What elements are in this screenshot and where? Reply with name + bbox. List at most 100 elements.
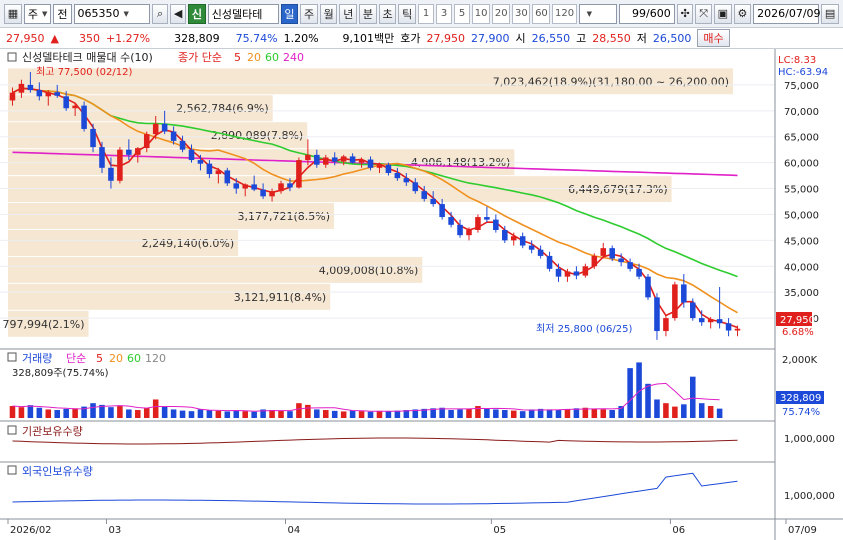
lc-value: LC:8.33 — [778, 55, 816, 66]
date-tick-label: 05 — [493, 525, 506, 536]
calendar-icon[interactable]: ▤ — [821, 3, 840, 24]
gear-icon[interactable]: ⚙ — [733, 3, 752, 24]
minute-option[interactable]: 120 — [552, 3, 577, 24]
minute-option[interactable]: 3 — [436, 3, 453, 24]
candle-body — [135, 148, 141, 155]
vol-ma60-label: 60 — [127, 352, 141, 365]
period-monthly-button[interactable]: 월 — [319, 3, 338, 24]
date-tick-label: 06 — [672, 525, 685, 536]
volume-bar — [99, 404, 105, 418]
period-second-button[interactable]: 초 — [378, 3, 397, 24]
volume-bar — [287, 411, 293, 418]
candle-body — [510, 236, 517, 241]
price-tick-label: 50,000 — [784, 210, 819, 221]
buy-button[interactable]: 매수 — [697, 29, 730, 47]
vol-ma120-label: 120 — [145, 352, 166, 365]
volume-bar — [663, 403, 669, 418]
count-max: /600 — [645, 7, 671, 20]
period-daily-button[interactable]: 일 — [280, 3, 299, 24]
turnover-rate: 1.20% — [283, 31, 319, 45]
period-tick-button[interactable]: 틱 — [398, 3, 417, 24]
price-tick-label: 75,000 — [784, 81, 819, 92]
candle-body — [278, 183, 284, 192]
minute-option[interactable]: 10 — [472, 3, 491, 24]
minute-option[interactable]: 30 — [512, 3, 531, 24]
candle-body — [305, 154, 311, 161]
minute-option[interactable]: 60 — [532, 3, 551, 24]
candle-body — [689, 302, 696, 319]
price-change-pct: +1.27% — [105, 31, 151, 45]
period-minute-button[interactable]: 분 — [359, 3, 377, 24]
candle-body — [367, 159, 374, 168]
price-tick-label: 40,000 — [784, 262, 819, 273]
ma5-line — [12, 87, 738, 329]
minute-option[interactable]: 20 — [492, 3, 511, 24]
volume-bar — [430, 408, 436, 418]
date-tick-label: 03 — [108, 525, 121, 536]
volume-bar — [54, 410, 61, 418]
search-icon[interactable]: ⌕ — [152, 3, 169, 24]
volume-profile: 797,994(2.1%) 3,121,911(8.4%) 4,009,008(10… — [3, 68, 733, 337]
inst-toggle-icon[interactable] — [7, 425, 17, 435]
interval-select[interactable] — [578, 3, 618, 24]
trade-amount: 9,101백만 — [342, 32, 395, 45]
candle-body — [672, 284, 678, 319]
stock-name-field[interactable]: 신성델타테 — [207, 3, 279, 24]
panel-toggle-icon[interactable] — [7, 52, 17, 62]
volume-title: 거래량 — [22, 352, 52, 365]
volume-profile-label: 2,249,140(6.0%) — [142, 237, 235, 250]
new-badge[interactable]: 신 — [188, 3, 206, 24]
volume-bar — [269, 410, 275, 418]
period-weekly-button[interactable]: 주 — [300, 3, 318, 24]
institution-line — [12, 437, 738, 445]
candle-body — [591, 255, 598, 267]
speaker-icon[interactable]: ◀ — [170, 3, 187, 24]
save-icon[interactable]: ▣ — [713, 3, 732, 24]
volume-bar — [242, 411, 248, 418]
market-select[interactable]: 전 — [53, 3, 72, 24]
ma20-line — [12, 87, 738, 314]
foreign-title: 외국인보유수량 — [22, 465, 93, 478]
volume-profile-label: 797,994(2.1%) — [3, 318, 85, 331]
volume-bar — [654, 399, 660, 418]
volume-toggle-icon[interactable] — [7, 352, 17, 362]
current-price: 27,950 — [6, 31, 45, 45]
candle-body — [421, 191, 428, 199]
date-tick-label: 04 — [287, 525, 300, 536]
volume-bar — [716, 408, 723, 418]
volume-bar — [600, 409, 607, 418]
volume-bar — [439, 407, 445, 418]
candle-body — [618, 258, 624, 263]
grid-icon[interactable]: ▦ — [4, 3, 22, 24]
candle-body — [707, 319, 714, 323]
volume-bar — [564, 409, 571, 418]
candle-body — [528, 245, 535, 250]
minute-option[interactable]: 1 — [418, 3, 435, 24]
candle-body — [108, 167, 114, 181]
volume-profile-band — [8, 256, 423, 283]
candle-body — [179, 140, 186, 150]
volume-bar — [179, 410, 186, 418]
volume-bar — [340, 411, 347, 418]
price-chart[interactable]: 797,994(2.1%) 3,121,911(8.4%) 4,009,008(10… — [0, 49, 843, 540]
chart-tools-icon[interactable]: ⤧ — [695, 3, 712, 24]
candle-body — [242, 184, 248, 189]
high-marker-label: 최고 77,500 (02/12) — [36, 66, 132, 78]
volume-bar — [394, 410, 401, 418]
foreign-toggle-icon[interactable] — [7, 465, 17, 475]
volume-bar — [591, 408, 598, 418]
inst-title: 기관보유수량 — [22, 425, 83, 438]
minute-option[interactable]: 5 — [454, 3, 471, 24]
date-input[interactable]: 2026/07/09 — [753, 3, 821, 24]
candle-body — [287, 183, 293, 188]
period-select[interactable]: 주 — [23, 3, 52, 24]
period-yearly-button[interactable]: 년 — [339, 3, 358, 24]
open-label: 시 — [515, 32, 526, 45]
inst-axis: 1,000,000 — [784, 434, 835, 445]
candle-body — [314, 154, 320, 165]
crosshair-icon[interactable]: ✣ — [676, 3, 694, 24]
code-input[interactable]: 065350 — [73, 3, 151, 24]
count-input[interactable]: 99/600 — [619, 3, 675, 24]
candle-body — [206, 163, 213, 175]
sub-indicators — [12, 437, 738, 505]
